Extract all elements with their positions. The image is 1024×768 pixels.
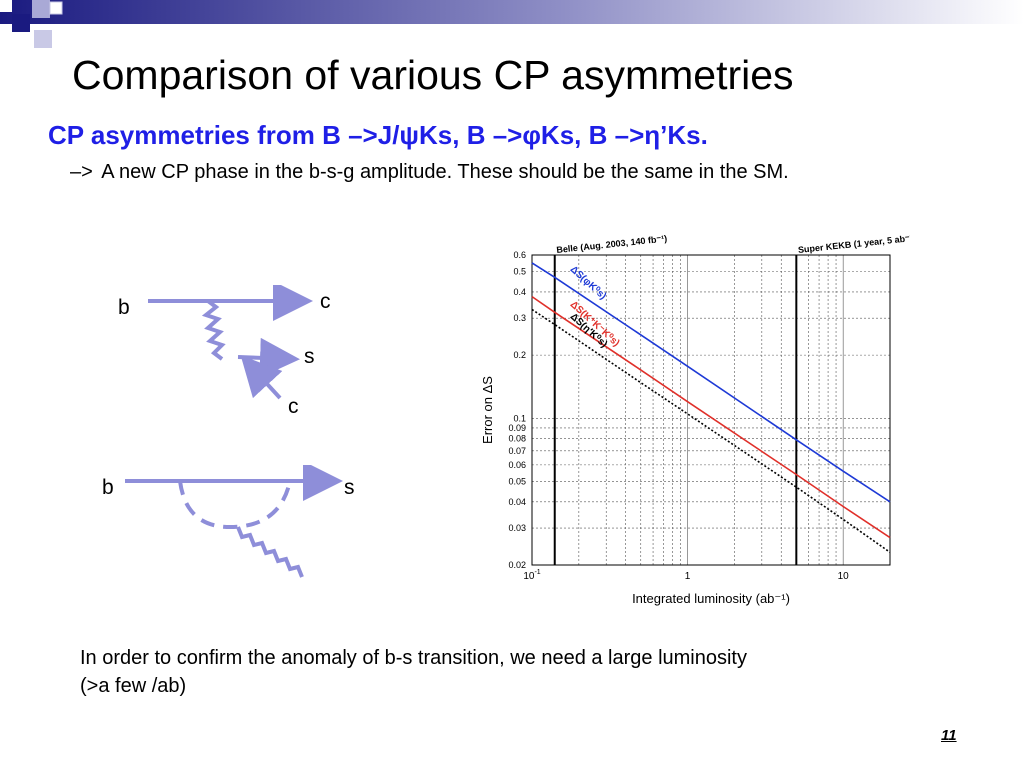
header-square-4 xyxy=(49,1,63,15)
y-tick-label: 0.5 xyxy=(513,267,526,277)
tree-label-s: s xyxy=(304,345,315,368)
slide-subtitle: CP asymmetries from B –>J/ψKs, B –>φKs, … xyxy=(48,120,708,150)
penguin-feynman-diagram xyxy=(125,465,343,578)
header-square-5 xyxy=(34,30,52,48)
series-line xyxy=(531,262,891,503)
x-axis-label: Integrated luminosity (ab⁻¹) xyxy=(632,591,790,606)
conclusion-line-2: (>a few /ab) xyxy=(80,675,187,697)
header-square-3 xyxy=(32,0,50,18)
y-tick-label: 0.09 xyxy=(508,423,526,433)
conclusion-line-1: In order to confirm the anomaly of b-s t… xyxy=(80,647,747,669)
y-tick-label: 0.3 xyxy=(513,313,526,323)
y-axis-label: Error on ΔS xyxy=(480,376,495,444)
y-tick-label: 0.4 xyxy=(513,287,526,297)
tree-label-b: b xyxy=(118,296,130,319)
c-antiquark-line xyxy=(240,355,283,400)
y-tick-label: 0.05 xyxy=(508,476,526,486)
annotation-label: Belle (Aug. 2003, 140 fb⁻¹) xyxy=(556,233,668,255)
y-tick-label: 0.1 xyxy=(513,413,526,423)
series-line xyxy=(531,295,891,539)
header-gradient-bar xyxy=(0,0,1024,24)
x-tick-label: 1 xyxy=(685,571,691,582)
header-square-1 xyxy=(0,0,12,12)
slide-title: Comparison of various CP asymmetries xyxy=(72,52,794,98)
bullet-arrow: –> xyxy=(70,161,93,183)
error-vs-luminosity-chart: 0.02 0.03 0.04 0.05 0.06 0.07 0.080.090.1 0.2 0.… xyxy=(480,233,910,606)
conclusion-text: In order to confirm the anomaly of b-s t… xyxy=(80,644,980,700)
plot-frame xyxy=(531,254,891,566)
y-tick-label: 0.03 xyxy=(508,523,526,533)
header-square-2 xyxy=(12,14,30,32)
w-boson-wavy-line xyxy=(201,299,226,361)
y-tick-label: 0.06 xyxy=(508,460,526,470)
x-tick-label: 10 xyxy=(838,571,850,582)
header-banner xyxy=(0,0,1024,48)
y-tick-label: 0.2 xyxy=(513,350,526,360)
tree-feynman-diagram xyxy=(148,285,313,400)
tree-label-c-out: c xyxy=(320,290,331,313)
y-tick-label: 0.02 xyxy=(508,560,526,570)
bullet-text: A new CP phase in the b-s-g amplitude. T… xyxy=(101,161,789,183)
penguin-label-b: b xyxy=(102,476,114,499)
penguin-label-s: s xyxy=(344,476,355,499)
y-tick-label: 0.04 xyxy=(508,497,526,507)
header-square-6 xyxy=(0,30,12,42)
y-tick-label: 0.08 xyxy=(508,434,526,444)
series-label: ΔS(φK⁰s) xyxy=(568,264,608,302)
y-tick-label: 0.6 xyxy=(513,250,526,260)
x-tick-label: 10-1 xyxy=(523,569,540,582)
w-loop-dashed xyxy=(178,480,292,530)
bullet-line: –> A new CP phase in the b-s-g amplitude… xyxy=(70,161,789,184)
s-quark-line xyxy=(237,337,300,378)
gluon-wavy-line xyxy=(236,526,304,578)
y-tick-label: 0.07 xyxy=(508,446,526,456)
annotation-label: Super KEKB (1 year, 5 ab⁻¹) xyxy=(797,233,910,255)
tree-label-c-bottom: c xyxy=(288,395,299,418)
page-number: 11 xyxy=(941,727,957,744)
